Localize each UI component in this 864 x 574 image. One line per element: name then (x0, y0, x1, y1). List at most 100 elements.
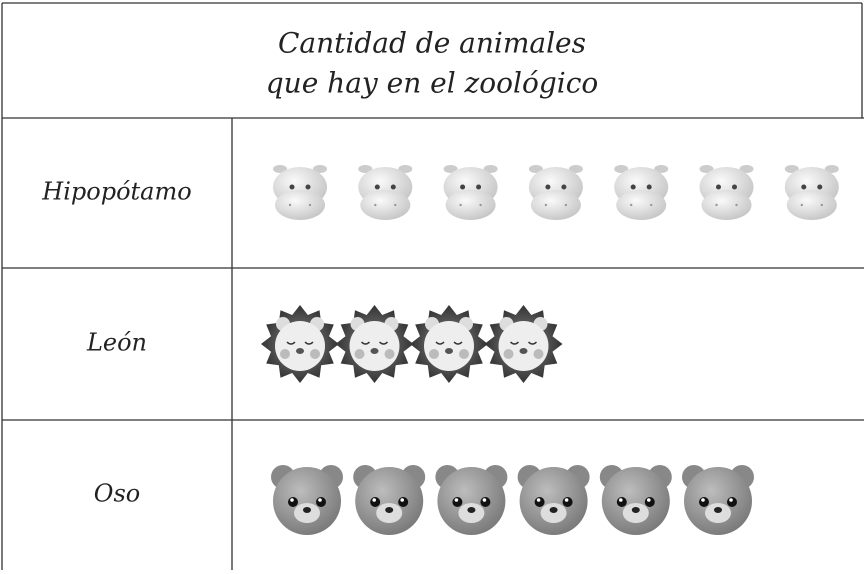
nostril (394, 203, 397, 207)
head (273, 467, 341, 535)
nostril (735, 203, 738, 207)
icon-row (273, 165, 839, 220)
cheek (354, 349, 365, 359)
snout (360, 190, 411, 220)
ear (358, 165, 373, 173)
ear (443, 165, 458, 173)
head (684, 467, 752, 535)
eye-shine (701, 498, 705, 502)
eye-shine (454, 498, 459, 502)
ear (568, 165, 583, 173)
nose (549, 507, 558, 513)
eye-shine (619, 498, 623, 502)
eye (732, 184, 737, 190)
eye-shine (290, 498, 294, 502)
ear (483, 165, 498, 173)
eye (509, 341, 538, 345)
ear (528, 165, 543, 173)
nostril (630, 203, 633, 207)
nostril (564, 203, 568, 207)
icon-row (271, 465, 754, 535)
cheek (384, 349, 395, 359)
ear (313, 165, 327, 173)
snout (275, 190, 325, 220)
nose (714, 507, 722, 513)
head (601, 467, 670, 535)
eye-shine (729, 498, 733, 502)
ear (784, 165, 799, 173)
head (519, 467, 588, 535)
nose (467, 507, 476, 513)
face (498, 321, 549, 371)
nostril (479, 203, 482, 207)
eye (616, 497, 627, 507)
nose (445, 348, 453, 354)
nostril (459, 203, 462, 207)
eye-shine (482, 498, 487, 502)
face (275, 321, 325, 371)
cheek (310, 349, 320, 359)
eye (286, 341, 314, 345)
ear (398, 165, 413, 173)
ear (273, 165, 287, 173)
eye (360, 341, 389, 345)
eye (630, 184, 636, 190)
snout (530, 190, 581, 220)
eye-shine (536, 498, 541, 502)
cheek (503, 349, 514, 359)
eye (288, 497, 298, 507)
eye (289, 184, 295, 190)
eye (716, 184, 721, 190)
eye (534, 497, 545, 507)
eye (305, 184, 311, 190)
eye (390, 184, 396, 190)
nostril (650, 203, 653, 207)
ear (699, 165, 714, 173)
chart-title: que hay en el zoológico (266, 67, 599, 100)
nostril (374, 203, 377, 207)
cheek (459, 349, 469, 359)
nose (385, 507, 394, 513)
eye (817, 184, 823, 190)
eye (480, 497, 491, 507)
eye (398, 497, 409, 507)
eye (561, 184, 567, 190)
nose (303, 507, 311, 513)
category-label: Oso (94, 480, 140, 508)
ear (654, 165, 669, 173)
nostril (288, 203, 292, 207)
cheek (429, 349, 439, 359)
eye-shine (372, 498, 377, 502)
eye (644, 497, 655, 507)
nose (519, 348, 528, 354)
cheek (533, 349, 544, 359)
nostril (820, 203, 823, 207)
eye-shine (400, 498, 405, 502)
face (424, 321, 474, 371)
snout (445, 190, 496, 220)
face (349, 321, 400, 371)
snout (786, 190, 837, 220)
eye (476, 184, 482, 190)
chart-title: Cantidad de animales (278, 27, 586, 60)
eye (727, 497, 737, 507)
eye (699, 497, 709, 507)
snout (701, 190, 752, 220)
nostril (715, 203, 718, 207)
nostril (544, 203, 548, 207)
icon-row (261, 305, 563, 383)
eye (545, 184, 551, 190)
category-label: Hipopótamo (41, 178, 191, 206)
nose (631, 507, 640, 513)
ear (824, 165, 839, 173)
category-label: León (86, 329, 147, 357)
eye-shine (647, 498, 651, 502)
nostril (308, 203, 312, 207)
nose (370, 348, 379, 354)
nose (296, 348, 304, 354)
ear (739, 165, 754, 173)
eye (435, 341, 463, 345)
eye (562, 497, 573, 507)
